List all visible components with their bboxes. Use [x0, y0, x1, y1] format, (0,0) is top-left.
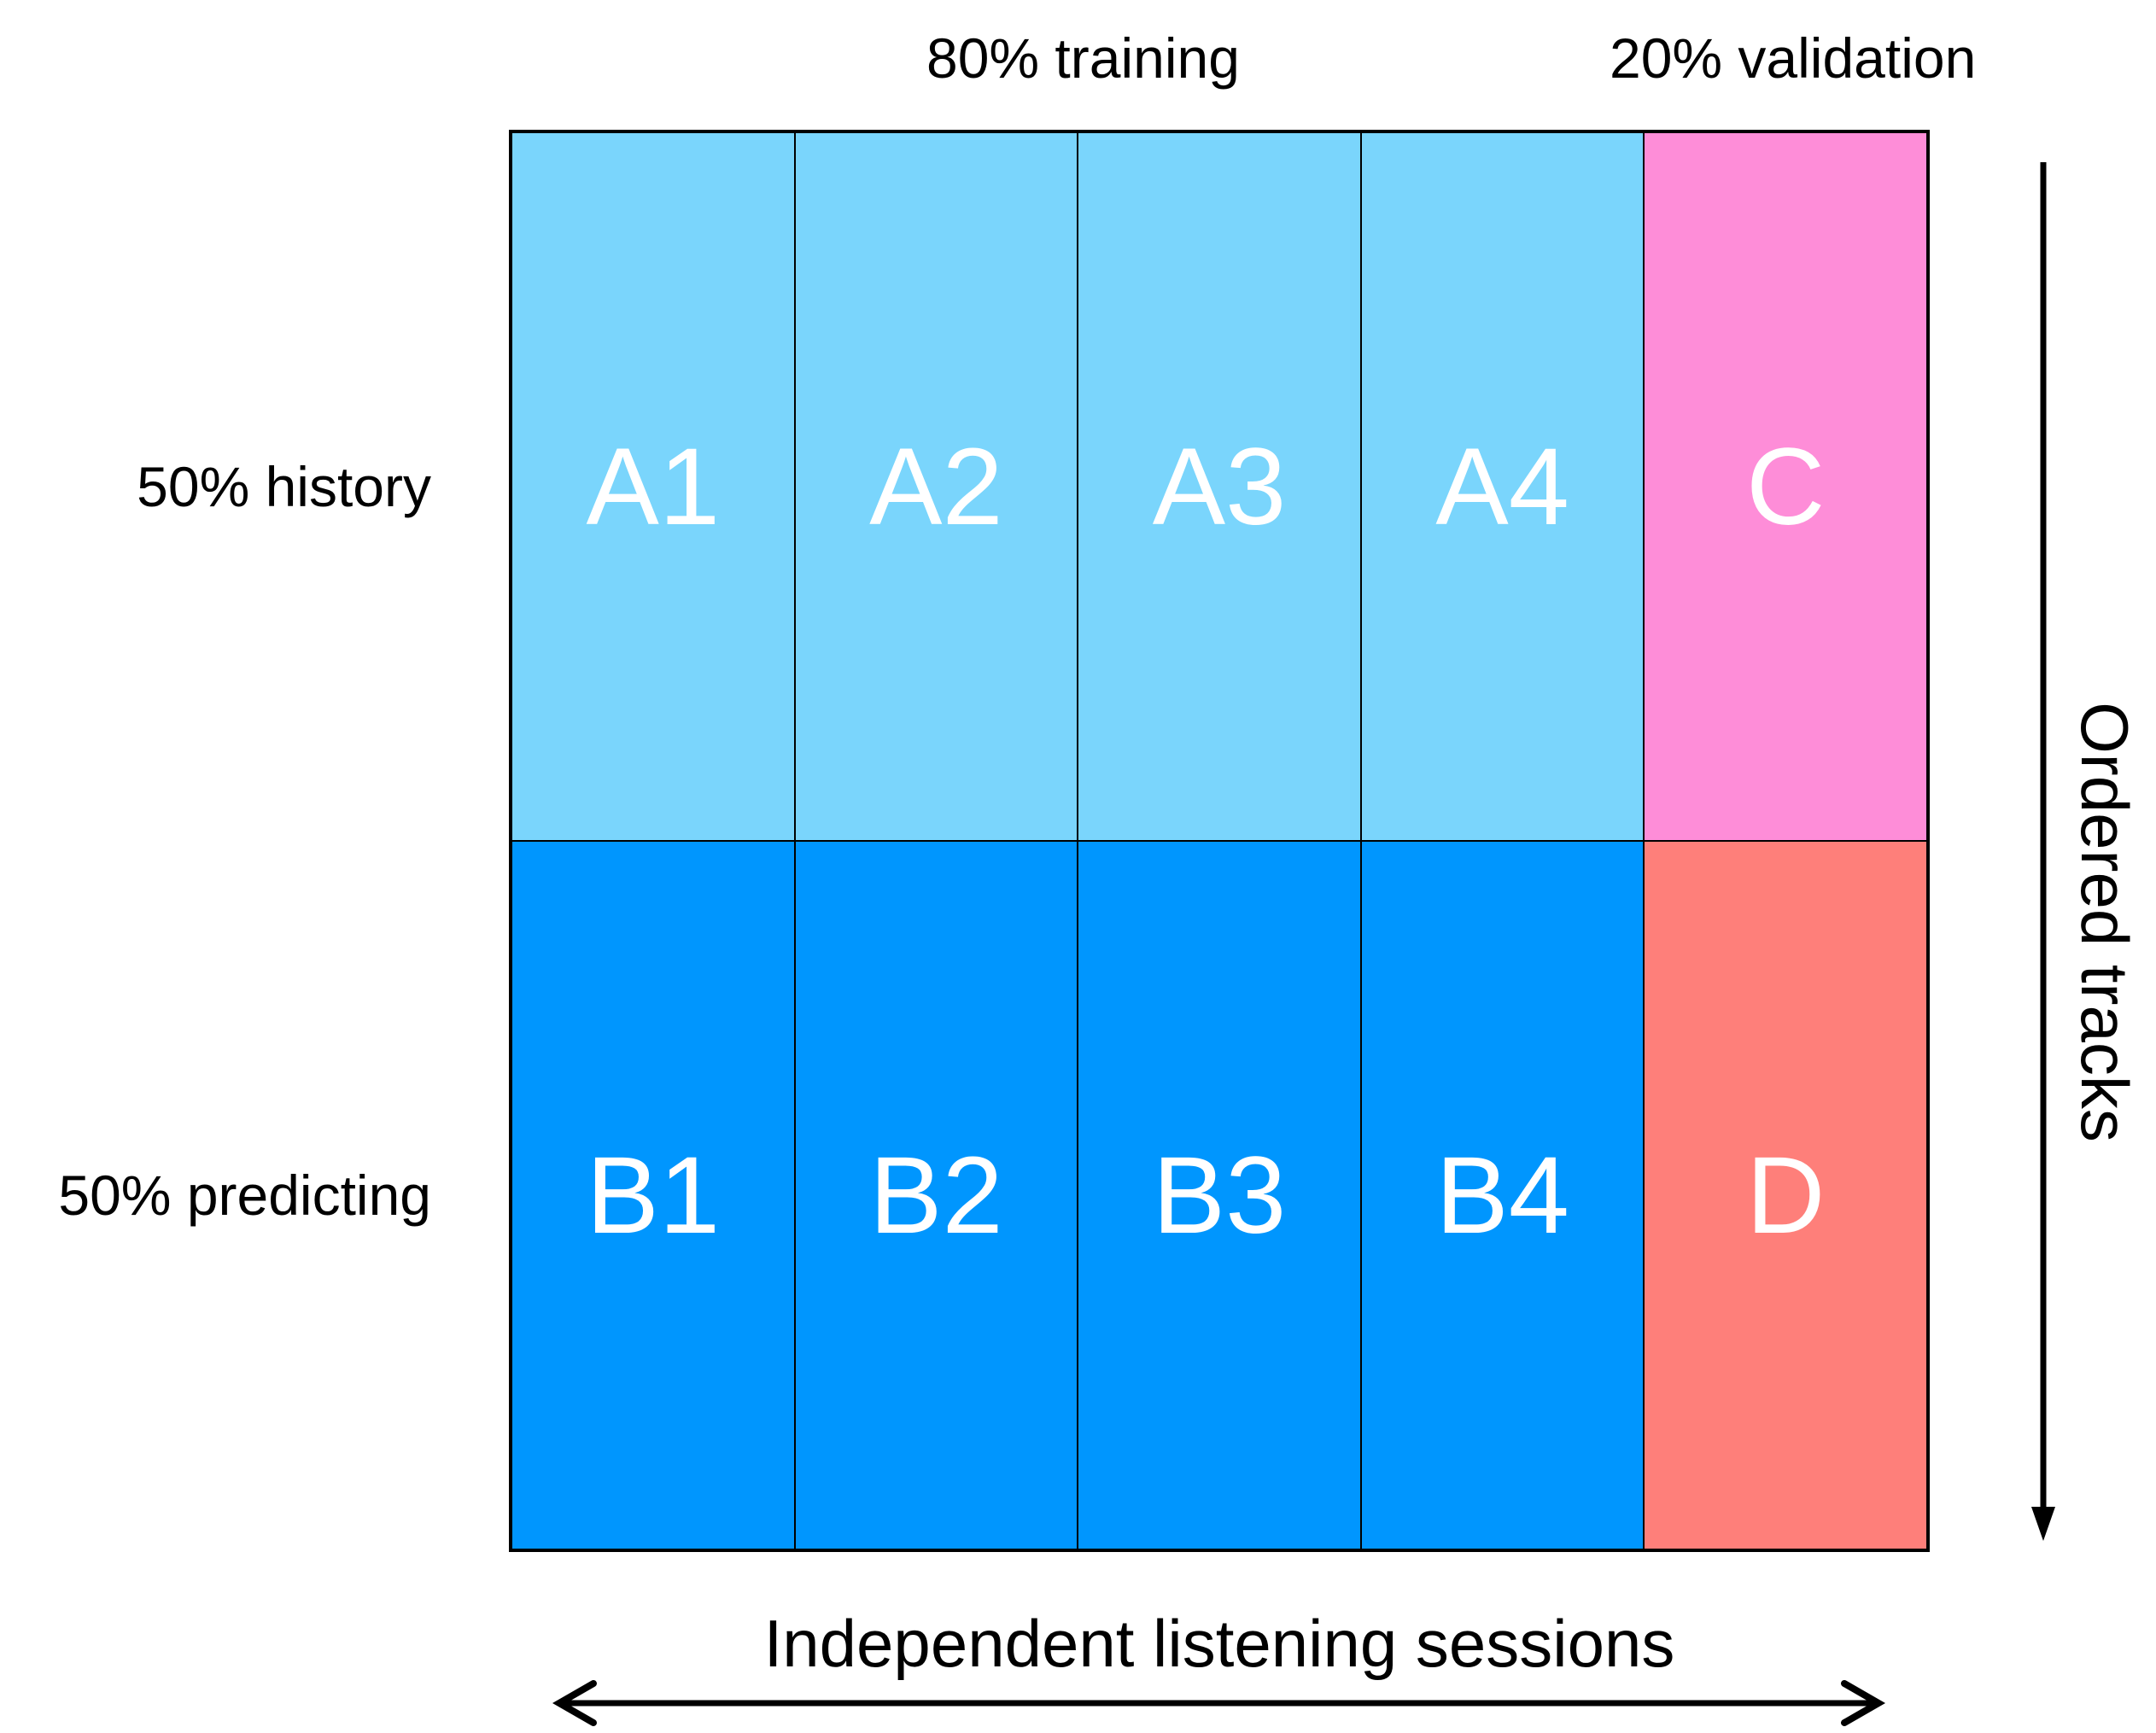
- cell-label: A3: [1152, 425, 1287, 548]
- cell-b2: B2: [794, 841, 1078, 1549]
- training-split-label: 80% training: [926, 26, 1240, 90]
- cell-b3: B3: [1078, 841, 1361, 1549]
- cell-a3: A3: [1078, 132, 1361, 841]
- cell-label: A1: [586, 425, 721, 548]
- predicting-row-label: 50% predicting: [58, 1164, 431, 1227]
- cell-label: B3: [1152, 1134, 1287, 1257]
- cell-label: B2: [869, 1134, 1003, 1257]
- cell-b4: B4: [1360, 841, 1645, 1549]
- cell-a4: A4: [1360, 132, 1645, 841]
- vertical-down-arrow: [2031, 162, 2055, 1541]
- cell-label: C: [1745, 425, 1826, 548]
- history-row-label: 50% history: [137, 455, 431, 518]
- cell-label: B1: [586, 1134, 721, 1257]
- cell-label: A4: [1435, 425, 1569, 548]
- cell-a2: A2: [794, 132, 1078, 841]
- cell-d: D: [1644, 841, 1927, 1549]
- cell-b1: B1: [511, 841, 795, 1549]
- cell-a1: A1: [511, 132, 795, 841]
- y-axis-label: Ordered tracks: [2067, 702, 2142, 1142]
- cell-c: C: [1644, 132, 1927, 841]
- horizontal-double-arrow: [552, 1680, 1886, 1726]
- validation-split-label: 20% validation: [1610, 26, 1977, 90]
- x-axis-label: Independent listening sessions: [763, 1606, 1675, 1681]
- cell-label: B4: [1435, 1134, 1569, 1257]
- data-split-grid: A1 A2 A3 A4 C B1 B2 B3 B4 D: [509, 130, 1930, 1552]
- cell-label: D: [1745, 1134, 1826, 1257]
- cell-label: A2: [869, 425, 1003, 548]
